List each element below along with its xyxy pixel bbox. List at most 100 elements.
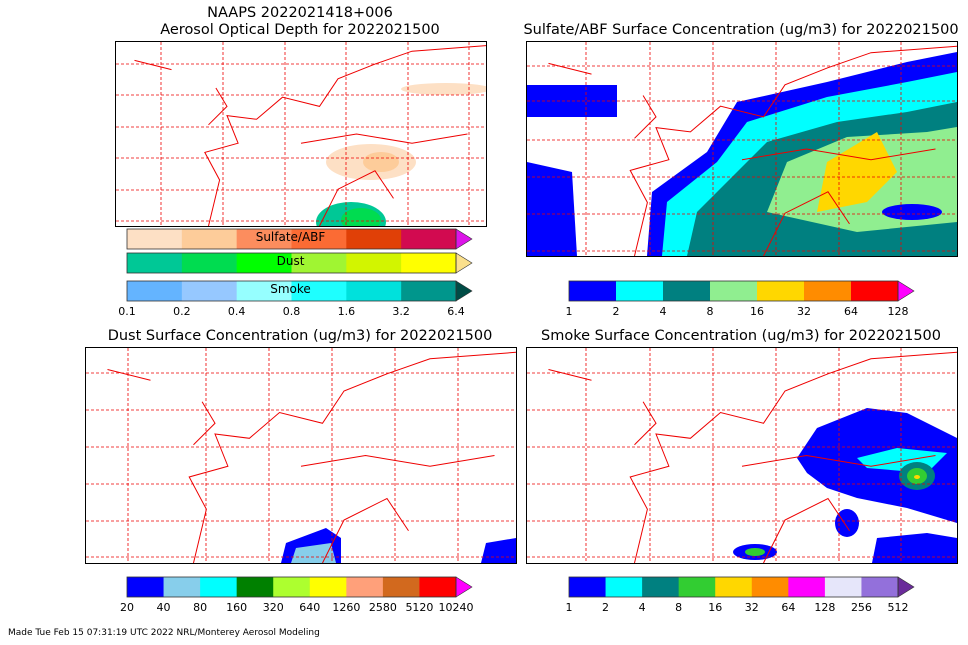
colorbar-segment xyxy=(127,577,165,597)
colorbar-tick-label: 1 xyxy=(565,601,573,614)
smoke-map-fields xyxy=(527,348,957,563)
colorbar-tick-label: 160 xyxy=(226,601,248,614)
colorbar-tick-label: 20 xyxy=(120,601,134,614)
colorbar-segment xyxy=(605,577,643,597)
colorbar-extend-arrow xyxy=(897,280,915,302)
colorbar-tick-label: 320 xyxy=(262,601,284,614)
colorbar-segment xyxy=(788,577,826,597)
colorbar-tick-label: 16 xyxy=(708,601,723,614)
colorbar-tick-label: 8 xyxy=(706,305,714,318)
colorbar-tick-label: 128 xyxy=(814,601,836,614)
colorbar-extend-arrow xyxy=(455,252,473,274)
aod-map-fields xyxy=(116,42,486,226)
colorbar-tick-label: 0.2 xyxy=(173,305,191,318)
colorbar-segment xyxy=(273,577,311,597)
colorbar-tick-label: 32 xyxy=(744,601,759,614)
colorbar-tick-label: 2 xyxy=(602,601,610,614)
colorbar-segment xyxy=(663,281,711,301)
colorbar-segment xyxy=(419,577,457,597)
colorbar-tick-label: 256 xyxy=(850,601,872,614)
colorbar-tick-label: 40 xyxy=(156,601,171,614)
colorbar-tick-label: 640 xyxy=(299,601,321,614)
colorbar-segment xyxy=(181,281,238,301)
colorbar-segment xyxy=(616,281,664,301)
colorbar-segment xyxy=(851,281,899,301)
aod-title-line1: NAAPS 2022021418+006 xyxy=(207,5,393,21)
colorbar-tick-label: 6.4 xyxy=(447,305,465,318)
colorbar-segment xyxy=(569,281,617,301)
colorbar-tick-label: 5120 xyxy=(405,601,434,614)
colorbar-segment xyxy=(291,253,347,273)
colorbar-segment xyxy=(236,253,292,273)
sulfate-map xyxy=(526,41,958,257)
colorbar-segment xyxy=(824,577,862,597)
colorbar-tick-label: 2 xyxy=(612,305,620,318)
colorbar-segment xyxy=(401,281,457,301)
colorbar-segment xyxy=(346,281,402,301)
coastline xyxy=(107,351,516,563)
colorbar-segment xyxy=(127,253,183,273)
colorbar-tick-label: 1260 xyxy=(332,601,361,614)
colorbar-segment xyxy=(127,281,183,301)
colorbar-tick-label: 10240 xyxy=(438,601,474,614)
colorbar-segment xyxy=(401,253,457,273)
dust-title: Dust Surface Concentration (ug/m3) for 2… xyxy=(107,328,493,344)
colorbar-tick-label: 32 xyxy=(797,305,811,318)
colorbar-tick-label: 3.2 xyxy=(392,305,410,318)
colorbar-tick-label: 1.6 xyxy=(337,305,356,318)
colorbar-tick-label: 0.4 xyxy=(227,305,246,318)
colorbar-tick-label: 8 xyxy=(675,601,683,614)
colorbar-segment xyxy=(163,577,201,597)
colorbar-tick-label: 128 xyxy=(887,305,909,318)
dust-map xyxy=(85,347,517,564)
colorbar-segment xyxy=(236,577,274,597)
coastline xyxy=(134,45,486,226)
footer-credit: Made Tue Feb 15 07:31:19 UTC 2022 NRL/Mo… xyxy=(8,628,320,638)
colorbar-segment xyxy=(309,577,347,597)
colorbar-segment xyxy=(291,281,347,301)
colorbar-extend-arrow xyxy=(455,280,473,302)
aod-colorbar-dust xyxy=(126,252,473,274)
colorbar-segment xyxy=(181,253,238,273)
colorbar-label: Smoke xyxy=(270,282,311,296)
colorbar-segment xyxy=(569,577,607,597)
colorbar-tick-label: 64 xyxy=(844,305,858,318)
colorbar-tick-label: 4 xyxy=(659,305,667,318)
colorbar-tick-label: 2580 xyxy=(368,601,397,614)
colorbar-segment xyxy=(401,229,457,249)
colorbar-tick-label: 1 xyxy=(565,305,573,318)
aod-title-line2: Aerosol Optical Depth for 2022021500 xyxy=(160,22,440,38)
colorbar-segment xyxy=(382,577,420,597)
smoke-colorbar xyxy=(568,576,915,598)
colorbar-label: Dust xyxy=(276,254,305,268)
colorbar-segment xyxy=(804,281,852,301)
colorbar-segment xyxy=(861,577,899,597)
smoke-title: Smoke Surface Concentration (ug/m3) for … xyxy=(541,328,941,344)
colorbar-tick-label: 80 xyxy=(193,601,208,614)
colorbar-tick-label: 0.1 xyxy=(118,305,136,318)
coastline xyxy=(548,45,957,256)
colorbar-segment xyxy=(346,253,402,273)
sulfate-title: Sulfate/ABF Surface Concentration (ug/m3… xyxy=(523,22,959,38)
colorbar-tick-label: 64 xyxy=(781,601,796,614)
colorbar-segment xyxy=(346,577,384,597)
colorbar-segment xyxy=(751,577,789,597)
colorbar-label: Sulfate/ABF xyxy=(255,230,326,244)
aod-colorbar-sulfate-abf xyxy=(126,228,473,250)
colorbar-segment xyxy=(236,229,292,249)
colorbar-tick-label: 512 xyxy=(887,601,909,614)
colorbar-extend-arrow xyxy=(897,576,915,598)
colorbar-segment xyxy=(710,281,758,301)
dust-map-fields xyxy=(86,348,516,563)
colorbar-tick-label: 16 xyxy=(750,305,764,318)
colorbar-segment xyxy=(200,577,238,597)
coastline xyxy=(548,351,957,563)
colorbar-segment xyxy=(715,577,753,597)
colorbar-extend-arrow xyxy=(455,228,473,250)
sulfate-colorbar xyxy=(568,280,915,302)
colorbar-segment xyxy=(291,229,347,249)
colorbar-segment xyxy=(181,229,238,249)
aod-map xyxy=(115,41,487,227)
colorbar-tick-label: 0.8 xyxy=(282,305,301,318)
